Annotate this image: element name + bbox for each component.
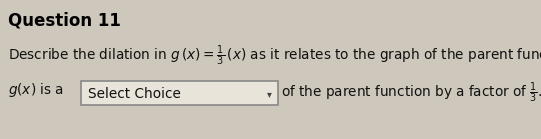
Text: Describe the dilation in $g\,(x) = \frac{1}{3}\,(x)$ as it relates to the graph : Describe the dilation in $g\,(x) = \frac… (8, 44, 541, 68)
Text: Question 11: Question 11 (8, 11, 121, 29)
Text: Select Choice: Select Choice (88, 87, 181, 101)
Text: ▾: ▾ (267, 89, 272, 99)
Text: of the parent function by a factor of $\frac{1}{3}$.: of the parent function by a factor of $\… (281, 81, 541, 105)
Text: $g(x)$ is a: $g(x)$ is a (8, 81, 64, 99)
FancyBboxPatch shape (81, 81, 278, 105)
